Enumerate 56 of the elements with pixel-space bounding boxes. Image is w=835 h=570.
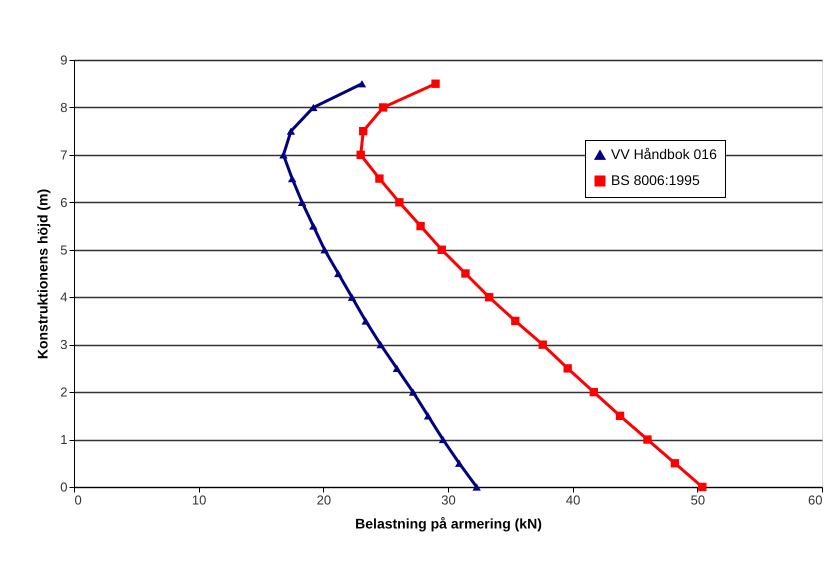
- y-tick-label: 3: [60, 337, 68, 352]
- point: [298, 198, 306, 206]
- point: [378, 103, 388, 112]
- x-tick-label: 50: [690, 492, 706, 508]
- point: [309, 222, 318, 230]
- point: [288, 174, 296, 182]
- point: [408, 388, 418, 396]
- point: [431, 80, 440, 88]
- legend-label: BS 8006:1995: [611, 172, 700, 188]
- point: [348, 294, 356, 301]
- y-tick-label: 0: [60, 480, 68, 494]
- x-tick-label: 20: [316, 492, 332, 508]
- point: [392, 364, 402, 372]
- point: [359, 126, 368, 136]
- y-tick-label: 2: [60, 384, 68, 400]
- point: [438, 436, 448, 444]
- x-tick-label: 40: [566, 492, 580, 508]
- y-tick-label: 6: [60, 194, 68, 210]
- point: [484, 293, 494, 302]
- point: [375, 174, 384, 183]
- x-tick-label: 30: [441, 492, 456, 508]
- point: [279, 151, 288, 159]
- point: [334, 270, 342, 278]
- point: [320, 246, 329, 254]
- y-axis-title: Konstruktionens höjd (m): [34, 188, 50, 360]
- point: [643, 435, 652, 444]
- point: [670, 459, 680, 468]
- point: [286, 128, 296, 135]
- x-tick-label: 60: [808, 492, 822, 508]
- point: [461, 269, 470, 278]
- x-tick-label: 0: [74, 492, 82, 508]
- point: [376, 341, 385, 348]
- legend-label: VV Håndbok 016: [611, 146, 718, 162]
- point: [590, 388, 598, 396]
- x-tick-label: 10: [192, 492, 206, 508]
- point: [455, 460, 464, 467]
- y-tick-label: 4: [60, 290, 68, 305]
- point: [616, 412, 624, 420]
- x-axis-title: Belastning på armering (kN): [355, 516, 542, 532]
- point: [424, 412, 432, 420]
- point: [563, 364, 572, 373]
- y-tick-label: 7: [60, 147, 68, 162]
- point: [438, 246, 446, 254]
- point: [511, 316, 520, 326]
- point: [416, 222, 425, 230]
- point: [358, 80, 366, 88]
- point: [538, 340, 547, 349]
- point: [698, 482, 707, 492]
- y-tick-label: 9: [60, 52, 68, 68]
- y-tick-label: 5: [60, 242, 68, 258]
- point: [472, 483, 481, 491]
- y-tick-label: 8: [60, 100, 68, 115]
- point: [362, 317, 370, 325]
- point: [395, 198, 404, 207]
- point: [356, 150, 365, 160]
- y-tick-label: 1: [60, 432, 68, 448]
